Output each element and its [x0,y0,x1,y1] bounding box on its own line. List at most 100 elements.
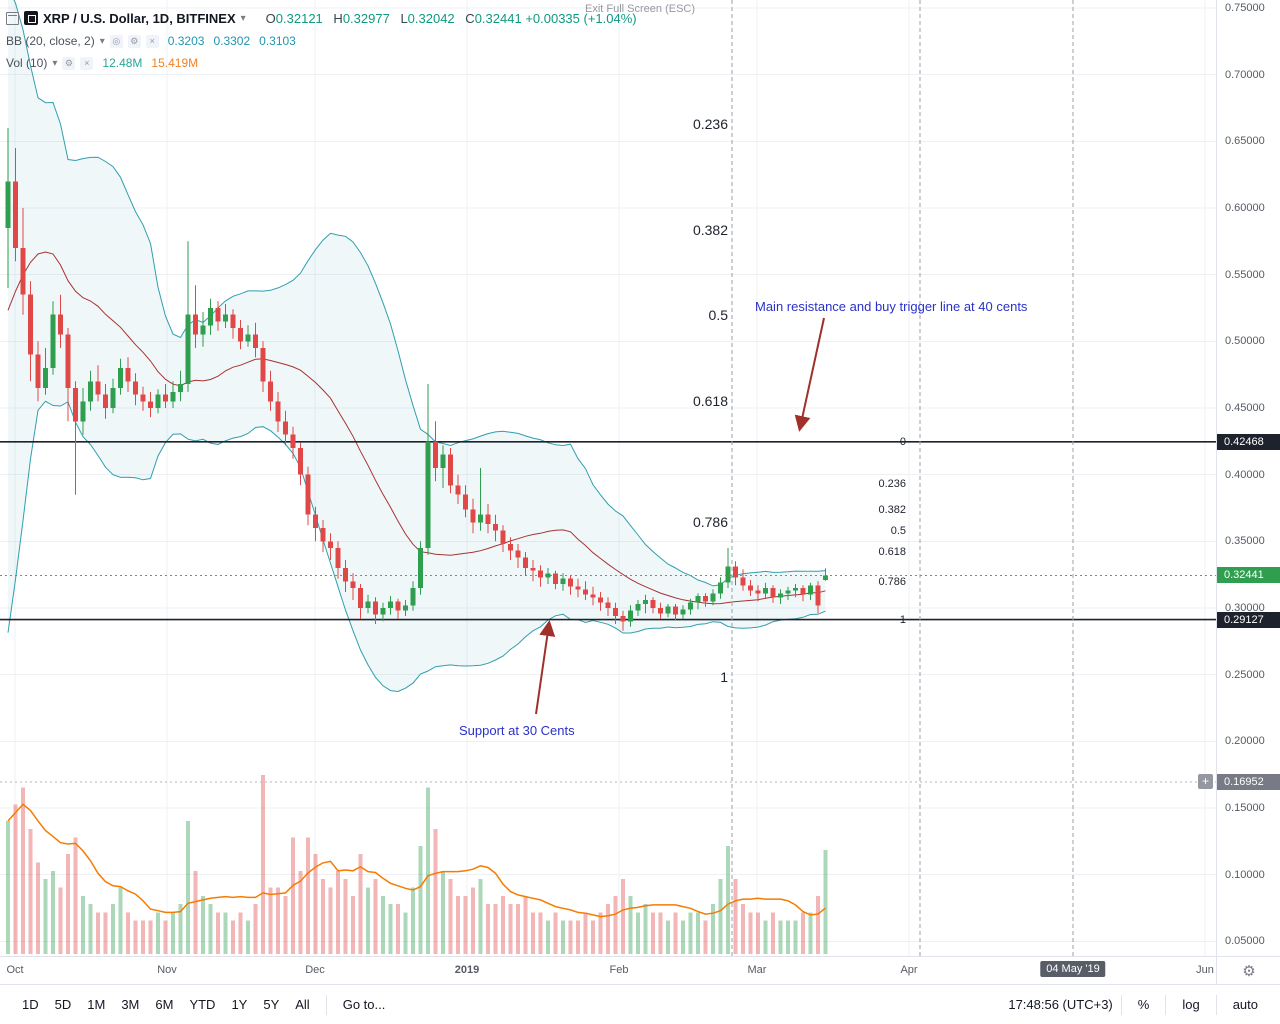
auto-scale-button[interactable]: auto [1232,997,1258,1012]
price-tick-label: 0.65000 [1225,135,1265,148]
candle-body [538,570,543,578]
volume-bar [433,829,438,954]
bottom-toolbar: 1D 5D 1M 3M 6M YTD 1Y 5Y All Go to... 17:48:56 (… [0,984,1280,1024]
candle-body [163,394,168,402]
price-badge: 0.16952 [1217,773,1280,790]
range-button-3m[interactable]: 3M [121,996,140,1012]
range-button-1y[interactable]: 1Y [231,996,248,1012]
candle-body [335,548,341,568]
candle-body [110,388,116,408]
volume-value: 12.48M [102,56,143,70]
candle-body [470,509,476,523]
annotation-arrow[interactable] [794,317,825,432]
volume-bar [605,904,611,954]
candle-body [178,384,183,392]
settings-icon[interactable]: ⚙ [127,34,141,48]
fib-level-label: 1 [720,669,728,686]
volume-bar [650,912,656,954]
volume-bar [290,837,296,954]
candle-body [73,388,78,422]
fib-level-label: 0.236 [878,477,906,490]
volume-bar [628,895,633,954]
bb-lower-line [7,400,826,693]
range-button-5d[interactable]: 5D [54,996,72,1012]
candle-body [613,608,618,616]
chevron-down-icon[interactable]: ▾ [52,57,58,69]
range-button-ytd[interactable]: YTD [189,996,216,1012]
price-tick-label: 0.20000 [1225,735,1265,748]
clock[interactable]: 17:48:56 (UTC+3) [1008,997,1113,1012]
range-button-6m[interactable]: 6M [155,996,174,1012]
candle-body [568,578,573,587]
chevron-down-icon[interactable]: ▾ [240,12,246,24]
fib-level-label: 0.618 [878,545,906,558]
candle-body [320,528,326,542]
candle-body [725,566,731,583]
settings-gear-icon[interactable]: ⚙ [1242,963,1256,980]
range-button-1d[interactable]: 1D [22,996,39,1012]
price-chart-canvas[interactable] [0,0,1216,956]
annotation-arrow[interactable] [535,620,556,715]
volume-ma-value: 15.419M [151,56,199,70]
vol-indicator-label[interactable]: Vol (10) [6,56,48,70]
volume-bar [163,920,168,954]
candle-body [590,594,596,598]
candle-body [455,485,461,495]
candle-body [13,181,18,248]
volume-bar [530,912,536,954]
candle-body [598,597,603,603]
volume-bar [80,895,86,954]
volume-bar [193,870,198,954]
candle-body [133,381,138,395]
annotation-support-text[interactable]: Support at 30 Cents [459,723,575,738]
exit-fullscreen-hint[interactable]: Exit Full Screen (ESC) [584,3,696,15]
ohlc-high-value: 0.32977 [342,10,390,26]
divider [1120,994,1122,1015]
eye-icon[interactable]: ◎ [109,34,123,48]
candle-body [583,589,588,595]
candle-body [650,600,656,608]
price-tick-label: 0.10000 [1225,868,1265,881]
range-button-all[interactable]: All [295,996,310,1012]
toolbar-right: 17:48:56 (UTC+3) % log auto [1008,993,1266,1016]
settings-icon[interactable]: ⚙ [62,56,76,70]
time-axis-label: Feb [609,964,629,976]
range-button-5y[interactable]: 5Y [263,996,280,1012]
candle-body [688,602,693,610]
candle-body [28,294,33,355]
candle-body [695,596,701,603]
price-tick-label: 0.60000 [1225,201,1265,214]
bb-indicator-label[interactable]: BB (20, close, 2) [6,34,95,48]
volume-bar [298,870,303,954]
panel-toggle-icon[interactable] [6,11,19,25]
candle-body [58,314,63,335]
add-alert-plus-button[interactable]: + [1198,773,1213,789]
close-icon[interactable]: × [145,34,159,48]
close-icon[interactable]: × [80,56,94,70]
price-tick-label: 0.35000 [1225,535,1265,548]
volume-bar [560,920,566,954]
chevron-down-icon[interactable]: ▾ [99,35,105,47]
volume-bar [718,879,723,954]
volume-bar [733,879,738,954]
candle-body [283,421,288,435]
candle-body [710,593,716,602]
candle-body [575,586,581,590]
percent-scale-button[interactable]: % [1137,997,1150,1012]
annotation-resistance-text[interactable]: Main resistance and buy trigger line at … [755,299,1028,314]
price-axis[interactable]: 0.75000 0.70000 0.65000 0.60000 0.55000 0.500… [1216,0,1280,956]
time-axis[interactable]: Oct Nov Dec 2019 Feb Mar Apr 04 May '19 Jun [0,956,1216,985]
candle-body [88,381,93,402]
volume-bar [305,837,311,954]
candle-body [635,604,641,611]
goto-button[interactable]: Go to... [342,997,386,1012]
volume-bar [725,845,731,954]
volume-bar [748,912,753,954]
range-button-1m[interactable]: 1M [87,996,106,1012]
symbol-title[interactable]: XRP / U.S. Dollar, 1D, BITFINEX [43,10,236,26]
volume-bar [613,895,618,954]
candle-body [620,616,626,622]
log-scale-button[interactable]: log [1182,997,1200,1012]
volume-bar [28,829,33,954]
